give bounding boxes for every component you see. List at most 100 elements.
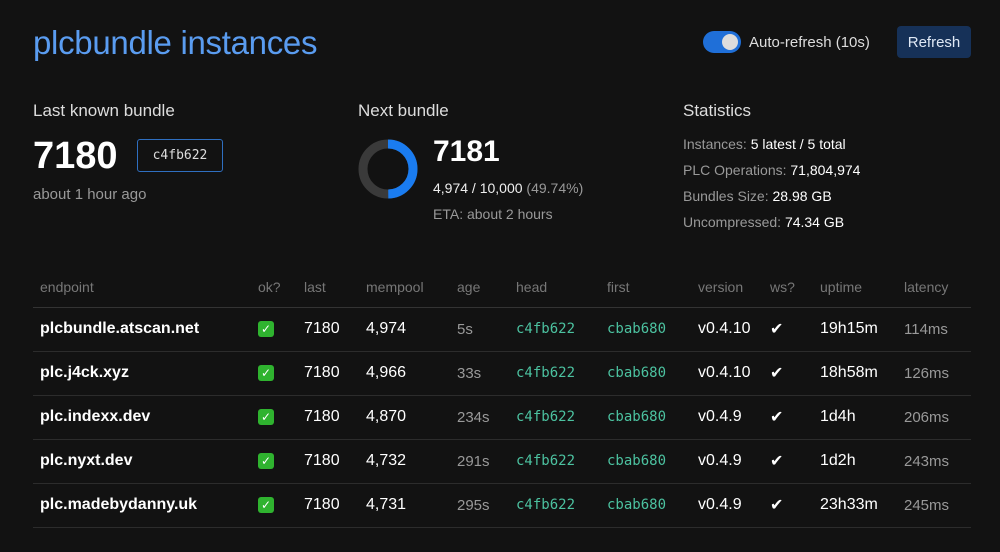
ok-check-icon: ✓ bbox=[258, 365, 274, 381]
stat-uncompressed: Uncompressed: 74.34 GB bbox=[683, 214, 844, 230]
stat-bundles-size: Bundles Size: 28.98 GB bbox=[683, 188, 832, 204]
head-cell: c4fb622 bbox=[509, 483, 600, 528]
first-cell: cbab680 bbox=[600, 483, 691, 528]
first-cell: cbab680 bbox=[600, 351, 691, 396]
column-header[interactable]: endpoint bbox=[33, 279, 251, 308]
age-cell: 291s bbox=[450, 439, 509, 484]
next-bundle-eta: ETA: about 2 hours bbox=[433, 206, 553, 222]
last-bundle-ago: about 1 hour ago bbox=[33, 186, 147, 203]
mempool-cell: 4,966 bbox=[359, 351, 450, 396]
table-row[interactable]: plc.nyxt.dev ✓ 7180 4,732 291s c4fb622 cbab680… bbox=[33, 439, 971, 484]
column-header[interactable]: uptime bbox=[813, 279, 897, 308]
stat-value: 71,804,974 bbox=[790, 162, 861, 178]
column-header[interactable]: mempool bbox=[359, 279, 450, 308]
uptime-cell: 1d4h bbox=[813, 395, 897, 440]
latency-cell: 126ms bbox=[897, 351, 971, 396]
version-cell: v0.4.9 bbox=[691, 395, 763, 440]
latency-cell: 114ms bbox=[897, 307, 971, 352]
uptime-cell: 18h58m bbox=[813, 351, 897, 396]
head-cell: c4fb622 bbox=[509, 307, 600, 352]
stat-instances: Instances: 5 latest / 5 total bbox=[683, 136, 846, 152]
endpoint-cell[interactable]: plc.j4ck.xyz bbox=[33, 351, 251, 396]
age-cell: 5s bbox=[450, 307, 509, 352]
table-row[interactable]: plcbundle.atscan.net ✓ 7180 4,974 5s c4fb622 c… bbox=[33, 307, 971, 352]
ws-cell: ✔ bbox=[763, 439, 813, 484]
endpoint-cell[interactable]: plc.indexx.dev bbox=[33, 395, 251, 440]
latency-cell: 243ms bbox=[897, 439, 971, 484]
mempool-cell: 4,732 bbox=[359, 439, 450, 484]
stat-key: PLC Operations: bbox=[683, 162, 787, 178]
progress-count: 4,974 / 10,000 bbox=[433, 180, 523, 196]
last-cell: 7180 bbox=[297, 439, 359, 484]
endpoint-cell[interactable]: plc.nyxt.dev bbox=[33, 439, 251, 484]
ok-cell: ✓ bbox=[251, 395, 297, 440]
latency-cell: 206ms bbox=[897, 395, 971, 440]
age-cell: 234s bbox=[450, 395, 509, 440]
mempool-cell: 4,870 bbox=[359, 395, 450, 440]
mempool-cell: 4,974 bbox=[359, 307, 450, 352]
ws-cell: ✔ bbox=[763, 483, 813, 528]
column-header[interactable]: last bbox=[297, 279, 359, 308]
version-cell: v0.4.10 bbox=[691, 307, 763, 352]
ws-cell: ✔ bbox=[763, 351, 813, 396]
endpoint-cell[interactable]: plcbundle.atscan.net bbox=[33, 307, 251, 352]
ok-check-icon: ✓ bbox=[258, 453, 274, 469]
toggle-knob bbox=[722, 34, 738, 50]
table-row[interactable]: plc.indexx.dev ✓ 7180 4,870 234s c4fb622 cbab6… bbox=[33, 395, 971, 440]
version-cell: v0.4.9 bbox=[691, 439, 763, 484]
statistics-label: Statistics bbox=[683, 101, 752, 120]
stat-key: Instances: bbox=[683, 136, 747, 152]
column-header[interactable]: version bbox=[691, 279, 763, 308]
last-cell: 7180 bbox=[297, 395, 359, 440]
table-row[interactable]: plc.madebydanny.uk ✓ 7180 4,731 295s c4fb622 c… bbox=[33, 483, 971, 528]
endpoint-cell[interactable]: plc.madebydanny.uk bbox=[33, 483, 251, 528]
stat-key: Uncompressed: bbox=[683, 214, 782, 230]
mempool-cell: 4,731 bbox=[359, 483, 450, 528]
donut-progress bbox=[358, 139, 418, 199]
version-cell: v0.4.9 bbox=[691, 483, 763, 528]
instances-table: endpoint ok? last mempool age head first versio… bbox=[33, 279, 971, 528]
last-cell: 7180 bbox=[297, 351, 359, 396]
next-bundle-number: 7181 bbox=[433, 135, 500, 168]
column-header[interactable]: latency bbox=[897, 279, 971, 308]
uptime-cell: 1d2h bbox=[813, 439, 897, 484]
column-header[interactable]: ws? bbox=[763, 279, 813, 308]
column-header[interactable]: age bbox=[450, 279, 509, 308]
last-bundle-label: Last known bundle bbox=[33, 101, 175, 120]
progress-percent: (49.74%) bbox=[526, 180, 584, 196]
auto-refresh-label: Auto-refresh (10s) bbox=[749, 34, 870, 51]
age-cell: 295s bbox=[450, 483, 509, 528]
head-cell: c4fb622 bbox=[509, 395, 600, 440]
next-bundle-progress: 4,974 / 10,000 (49.74%) bbox=[433, 180, 583, 196]
table-header: endpoint ok? last mempool age head first versio… bbox=[33, 279, 971, 308]
ok-cell: ✓ bbox=[251, 439, 297, 484]
uptime-cell: 19h15m bbox=[813, 307, 897, 352]
column-header[interactable]: ok? bbox=[251, 279, 297, 308]
version-cell: v0.4.10 bbox=[691, 351, 763, 396]
refresh-button[interactable]: Refresh bbox=[897, 26, 971, 58]
page-title: plcbundle instances bbox=[33, 24, 318, 61]
column-header[interactable]: head bbox=[509, 279, 600, 308]
stat-key: Bundles Size: bbox=[683, 188, 769, 204]
ok-check-icon: ✓ bbox=[258, 497, 274, 513]
stat-value: 28.98 GB bbox=[772, 188, 832, 204]
last-cell: 7180 bbox=[297, 307, 359, 352]
first-cell: cbab680 bbox=[600, 307, 691, 352]
stat-value: 5 latest / 5 total bbox=[750, 136, 846, 152]
stat-value: 74.34 GB bbox=[784, 214, 845, 230]
ok-cell: ✓ bbox=[251, 483, 297, 528]
ok-cell: ✓ bbox=[251, 351, 297, 396]
auto-refresh-toggle[interactable] bbox=[703, 31, 741, 53]
latency-cell: 245ms bbox=[897, 483, 971, 528]
column-header[interactable]: first bbox=[600, 279, 691, 308]
ok-check-icon: ✓ bbox=[258, 409, 274, 425]
uptime-cell: 23h33m bbox=[813, 483, 897, 528]
progress-donut bbox=[358, 139, 418, 199]
first-cell: cbab680 bbox=[600, 395, 691, 440]
last-bundle-hash[interactable]: c4fb622 bbox=[137, 139, 223, 172]
ws-cell: ✔ bbox=[763, 307, 813, 352]
first-cell: cbab680 bbox=[600, 439, 691, 484]
head-cell: c4fb622 bbox=[509, 351, 600, 396]
table-row[interactable]: plc.j4ck.xyz ✓ 7180 4,966 33s c4fb622 cbab680 v… bbox=[33, 351, 971, 396]
age-cell: 33s bbox=[450, 351, 509, 396]
